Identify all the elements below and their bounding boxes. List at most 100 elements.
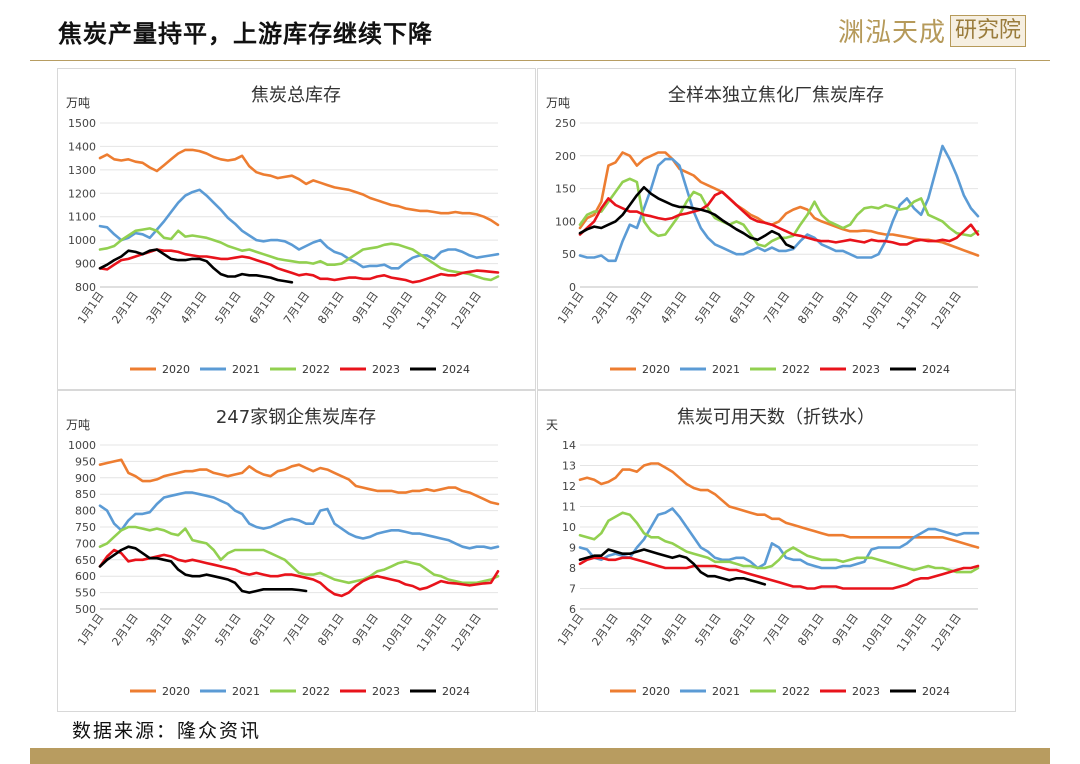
series-line-2023: [98, 548, 500, 598]
series-line-2020: [578, 462, 980, 549]
y-tick-label: 9: [569, 542, 576, 555]
x-tick-label: 4月1日: [658, 289, 689, 326]
x-tick-label: 1月1日: [75, 611, 106, 648]
x-tick-label: 5月1日: [692, 611, 723, 648]
x-tick-label: 9月1日: [350, 289, 381, 326]
chart-panel-steel-mill-inventory: 247家钢企焦炭库存万吨 500 550 600 650 700 750 800 850 900 9…: [57, 390, 536, 712]
footer-bar: [30, 748, 1050, 764]
x-tick-label: 4月1日: [178, 611, 209, 648]
y-tick-label: 900: [75, 472, 96, 485]
series-line-2021: [98, 188, 500, 270]
header-divider: [30, 60, 1050, 61]
x-tick-label: 5月1日: [692, 289, 723, 326]
y-tick-label: 800: [75, 505, 96, 518]
y-tick-label: 50: [562, 248, 576, 261]
x-tick-label: 9月1日: [830, 611, 861, 648]
y-tick-label: 700: [75, 537, 96, 550]
x-tick-label: 9月1日: [830, 289, 861, 326]
x-tick-label: 2月1日: [109, 611, 140, 648]
chart-available-days: 焦炭可用天数（折铁水） 天 6 7 8 9 10 11 12 13 14 1月1日 2月1日 3月1日 4月…: [546, 407, 980, 698]
x-tick-label: 3月1日: [144, 289, 175, 326]
x-tick-label: 4月1日: [178, 289, 209, 326]
series-line-2022: [98, 227, 500, 282]
y-tick-label: 1000: [68, 439, 96, 452]
x-tick-label: 2月1日: [109, 289, 140, 326]
series-line-2020: [98, 458, 500, 506]
x-tick-label: 2月1日: [589, 289, 620, 326]
x-tick-label: 7月1日: [761, 289, 792, 326]
x-tick-label: 8月1日: [315, 289, 346, 326]
y-tick-label: 850: [75, 488, 96, 501]
legend-label-2020: 2020: [642, 363, 670, 376]
y-axis-unit: 万吨: [66, 96, 90, 110]
y-tick-label: 0: [569, 281, 576, 294]
chart-title: 焦炭总库存: [251, 85, 341, 106]
y-tick-label: 12: [562, 480, 576, 493]
x-tick-label: 1月1日: [555, 289, 586, 326]
y-tick-label: 1200: [68, 187, 96, 200]
series-line-2024: [98, 545, 308, 594]
series-line-2024: [98, 248, 294, 284]
y-tick-label: 800: [75, 281, 96, 294]
series-line-2020: [98, 148, 500, 227]
y-tick-label: 650: [75, 554, 96, 567]
x-tick-label: 7月1日: [281, 611, 312, 648]
legend-label-2021: 2021: [232, 363, 260, 376]
legend-label-2023: 2023: [852, 685, 880, 698]
y-tick-label: 7: [569, 583, 576, 596]
y-axis-unit: 万吨: [546, 96, 570, 110]
y-tick-label: 900: [75, 258, 96, 271]
series-line-2022: [578, 511, 980, 574]
legend-label-2024: 2024: [922, 363, 950, 376]
x-tick-label: 2月1日: [589, 611, 620, 648]
x-tick-label: 12月1日: [449, 611, 484, 654]
x-tick-label: 11月1日: [414, 289, 449, 332]
legend-label-2024: 2024: [442, 363, 470, 376]
y-axis-unit: 万吨: [66, 418, 90, 432]
x-tick-label: 1月1日: [555, 611, 586, 648]
x-tick-label: 12月1日: [929, 611, 964, 654]
x-tick-label: 12月1日: [449, 289, 484, 332]
legend-label-2020: 2020: [162, 363, 190, 376]
x-tick-label: 4月1日: [658, 611, 689, 648]
y-tick-label: 11: [562, 501, 576, 514]
x-tick-label: 3月1日: [624, 289, 655, 326]
series-line-2023: [578, 556, 980, 590]
x-tick-label: 12月1日: [929, 289, 964, 332]
y-tick-label: 600: [75, 570, 96, 583]
x-tick-label: 11月1日: [894, 289, 929, 332]
y-tick-label: 1100: [68, 211, 96, 224]
x-tick-label: 5月1日: [212, 611, 243, 648]
y-tick-label: 950: [75, 455, 96, 468]
legend-label-2020: 2020: [642, 685, 670, 698]
chart-panel-coking-plant-inventory: 全样本独立焦化厂焦炭库存 万吨 0 50 100 150 200 250 1月1日 2月1日 3月1…: [537, 68, 1016, 390]
y-tick-label: 500: [75, 603, 96, 616]
x-tick-label: 10月1日: [380, 611, 415, 654]
legend-label-2022: 2022: [302, 363, 330, 376]
y-axis-unit: 天: [546, 418, 558, 432]
chart-title: 全样本独立焦化厂焦炭库存: [668, 85, 884, 106]
chart-panel-available-days: 焦炭可用天数（折铁水） 天 6 7 8 9 10 11 12 13 14 1月1日 2月1日 3月1日 4月…: [537, 390, 1016, 712]
series-line-2020: [578, 151, 980, 257]
x-tick-label: 10月1日: [860, 611, 895, 654]
legend-label-2023: 2023: [372, 363, 400, 376]
logo-box: 研究院: [949, 14, 1026, 47]
legend-label-2021: 2021: [232, 685, 260, 698]
y-tick-label: 100: [555, 215, 576, 228]
legend-label-2020: 2020: [162, 685, 190, 698]
y-tick-label: 14: [562, 439, 576, 452]
y-tick-label: 10: [562, 521, 576, 534]
x-tick-label: 5月1日: [212, 289, 243, 326]
y-tick-label: 550: [75, 587, 96, 600]
brand-logo: 渊泓天成 研究院: [838, 12, 1026, 49]
series-line-2023: [98, 248, 500, 284]
legend-label-2022: 2022: [302, 685, 330, 698]
logo-text: 渊泓天成: [837, 18, 946, 48]
x-tick-label: 11月1日: [414, 611, 449, 654]
y-tick-label: 750: [75, 521, 96, 534]
x-tick-label: 8月1日: [795, 611, 826, 648]
chart-title: 247家钢企焦炭库存: [216, 407, 376, 428]
